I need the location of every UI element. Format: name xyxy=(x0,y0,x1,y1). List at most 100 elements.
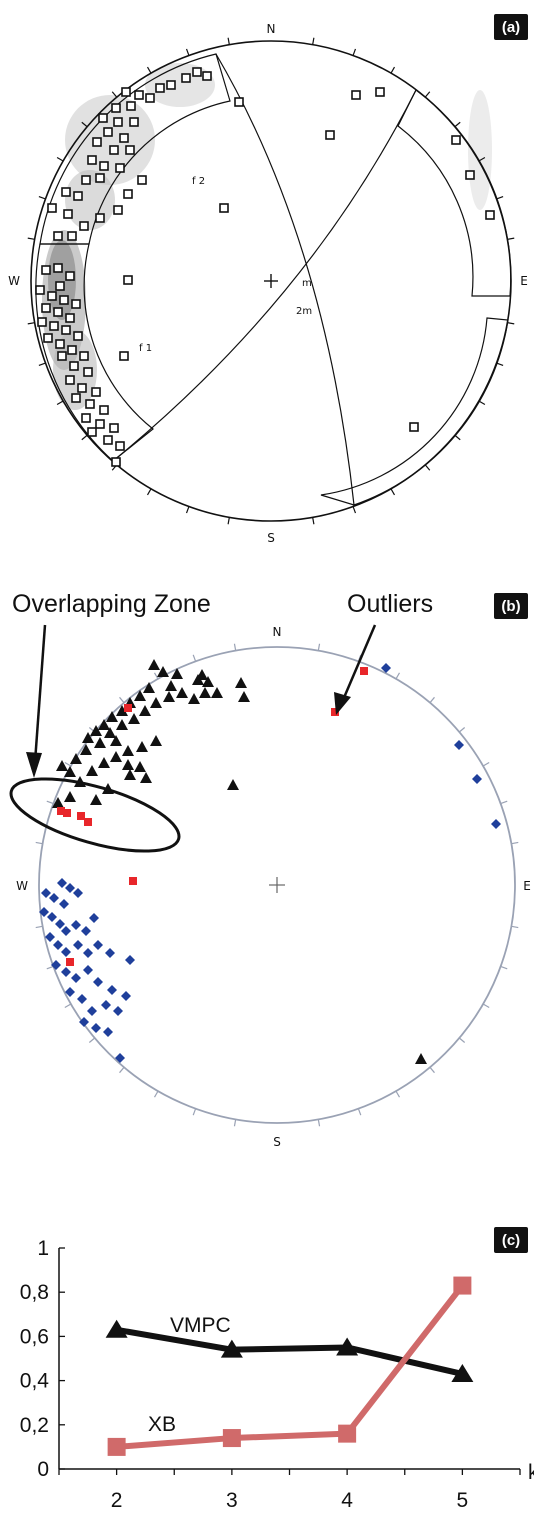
rim-tick-a xyxy=(111,91,118,98)
rim-tick-b xyxy=(511,925,519,929)
cluster-b-triangle xyxy=(82,732,94,743)
south-label-b: S xyxy=(273,1135,281,1149)
pole-marker xyxy=(375,87,385,97)
cluster-b-triangle xyxy=(150,697,162,708)
pole-marker xyxy=(113,117,123,127)
cluster-a-diamond xyxy=(49,893,59,903)
pole-marker xyxy=(119,133,129,143)
rim-tick-a xyxy=(38,362,46,367)
great-circle-1 xyxy=(215,53,355,506)
pole-marker xyxy=(41,303,51,313)
vmpc-point xyxy=(105,1319,128,1338)
cluster-b-triangle xyxy=(122,759,134,770)
center-cross-a xyxy=(264,274,278,288)
cluster-b-triangle xyxy=(110,751,122,762)
cluster-b-triangle xyxy=(188,693,200,704)
cluster-b-triangle xyxy=(122,745,134,756)
cluster-b-triangle xyxy=(211,687,223,698)
rim-tick-b xyxy=(64,1003,72,1009)
cluster-b-triangle xyxy=(116,719,128,730)
pole-marker xyxy=(81,175,91,185)
rim-tick-b xyxy=(317,643,321,651)
cluster-b-triangle xyxy=(157,666,169,677)
xb-point xyxy=(222,1429,241,1448)
vmpc-series-label: VMPC xyxy=(170,1314,231,1337)
pole-marker xyxy=(103,127,113,137)
cluster-a-diamond xyxy=(65,883,75,893)
south-label-a: S xyxy=(267,531,275,545)
vmpc-point xyxy=(220,1339,243,1358)
pole-marker xyxy=(119,351,129,361)
cluster-b-triangle xyxy=(104,727,116,738)
rim-tick-b xyxy=(429,696,435,704)
rim-tick-b xyxy=(482,1003,490,1009)
west-label-a: W xyxy=(8,274,20,288)
xb-series-label: XB xyxy=(148,1413,176,1436)
cluster-a-diamond xyxy=(61,926,71,936)
pole-marker xyxy=(95,419,105,429)
cluster-a-diamond xyxy=(39,907,49,917)
pole-marker xyxy=(166,80,176,90)
cluster-b-triangle xyxy=(98,719,110,730)
cluster-a-diamond xyxy=(93,940,103,950)
pole-marker xyxy=(125,145,135,155)
rim-tick-b xyxy=(482,761,490,767)
pole-marker xyxy=(85,399,95,409)
annotation-f1: f 1 xyxy=(139,343,152,354)
rim-tick-b xyxy=(395,672,401,680)
panel-a: N S W E f 2 f 1 m 2m (a) xyxy=(8,14,528,545)
cluster-a-diamond xyxy=(41,888,51,898)
cluster-points-b xyxy=(39,659,501,1064)
pole-marker xyxy=(77,383,87,393)
density-contours xyxy=(42,63,492,410)
rim-tick-b xyxy=(46,965,54,970)
cluster-a-diamond xyxy=(491,819,501,829)
cluster-b-triangle xyxy=(150,735,162,746)
y-tick-label: 0,6 xyxy=(20,1325,49,1348)
rim-tick-b xyxy=(192,1108,197,1116)
rim-tick-a xyxy=(352,506,357,514)
panel-c: 0 0,2 0,4 0,6 0,8 1 2 3 4 5 VMPC XB k (c) xyxy=(20,1227,534,1512)
pole-marker xyxy=(73,331,83,341)
east-label-a: E xyxy=(520,274,528,288)
cluster-a-diamond xyxy=(113,1006,123,1016)
y-tick-label: 0 xyxy=(37,1458,49,1481)
cluster-a-diamond xyxy=(73,888,83,898)
cluster-a-diamond xyxy=(61,967,71,977)
east-window-outline xyxy=(397,89,512,297)
rim-tick-b xyxy=(395,1090,401,1098)
rim-tick-a xyxy=(507,237,515,240)
rim-tick-a xyxy=(56,156,64,162)
pole-marker xyxy=(67,231,77,241)
pole-marker xyxy=(92,137,102,147)
pole-marker xyxy=(59,295,69,305)
rim-tick-a xyxy=(27,237,35,240)
pole-marker xyxy=(53,307,63,317)
overlap-arrow-head xyxy=(26,752,42,778)
pole-marker xyxy=(115,441,125,451)
pole-marker xyxy=(61,325,71,335)
pole-marker xyxy=(65,375,75,385)
density-contour xyxy=(468,90,492,210)
cluster-b-triangle xyxy=(238,691,250,702)
pole-marker xyxy=(79,351,89,361)
x-tick-label: 5 xyxy=(457,1489,469,1512)
rim-tick-b xyxy=(46,800,54,805)
pole-marker xyxy=(55,339,65,349)
rim-tick-b xyxy=(153,1090,159,1098)
rim-tick-a xyxy=(227,37,230,45)
cluster-b-triangle xyxy=(52,797,64,808)
cluster-b-triangle xyxy=(70,753,82,764)
x-axis-label: k xyxy=(528,1461,534,1484)
pole-marker xyxy=(53,263,63,273)
outliers-arrow-head xyxy=(334,692,351,715)
pole-marker xyxy=(43,333,53,343)
rim-tick-b xyxy=(88,1037,96,1043)
cluster-a-diamond xyxy=(45,932,55,942)
pole-marker xyxy=(95,173,105,183)
rim-tick-b xyxy=(153,672,159,680)
pole-marker xyxy=(115,163,125,173)
pole-marker xyxy=(67,345,77,355)
center-cross-b xyxy=(269,877,285,893)
